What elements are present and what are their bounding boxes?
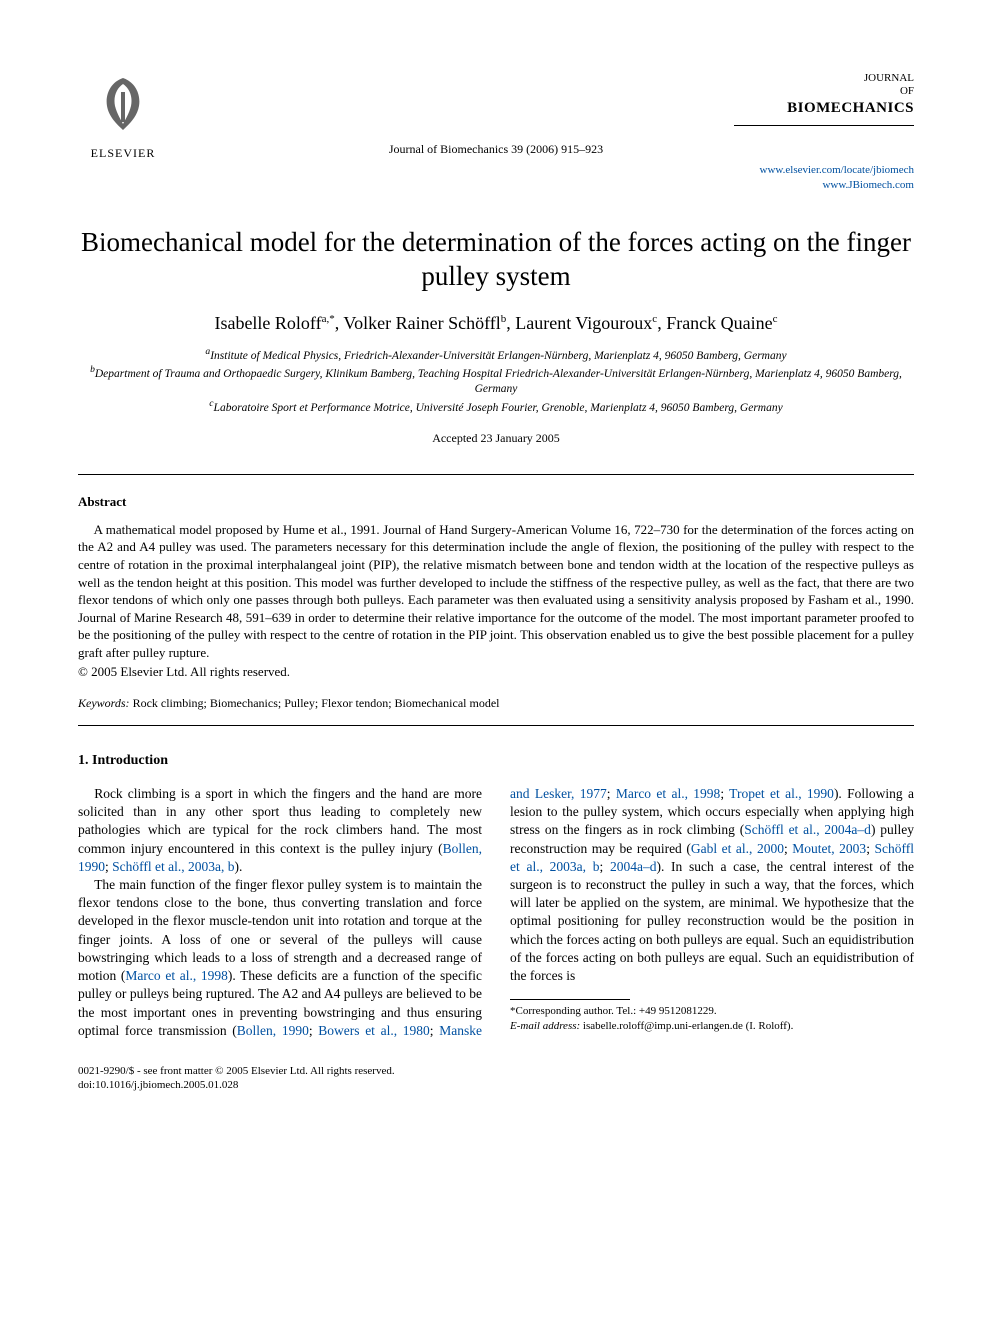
ref-tropet-1990[interactable]: Tropet et al., 1990	[729, 786, 834, 801]
tree-icon	[91, 72, 155, 143]
footnote-separator	[510, 999, 630, 1000]
abstract-body: A mathematical model proposed by Hume et…	[78, 521, 914, 661]
abstract-text: A mathematical model proposed by Hume et…	[78, 521, 914, 661]
rule-bottom	[78, 725, 914, 726]
ref-schoffl-2003[interactable]: Schöffl et al., 2003a, b	[112, 859, 234, 874]
author-1: Isabelle Roloff	[214, 313, 321, 333]
abstract-heading: Abstract	[78, 493, 914, 511]
copyright-line: © 2005 Elsevier Ltd. All rights reserved…	[78, 663, 914, 681]
author-4-aff: c	[773, 313, 778, 325]
ref-bowers-1980[interactable]: Bowers et al., 1980	[318, 1023, 430, 1038]
body-columns: Rock climbing is a sport in which the fi…	[78, 785, 914, 1040]
author-list: Isabelle Roloffa,*, Volker Rainer Schöff…	[78, 311, 914, 335]
author-3: Laurent Vigouroux	[515, 313, 652, 333]
author-2-aff: b	[501, 313, 507, 325]
author-1-mark: *	[329, 313, 335, 325]
accepted-date: Accepted 23 January 2005	[78, 430, 914, 446]
corresponding-author: *Corresponding author. Tel.: +49 9512081…	[510, 1004, 914, 1019]
rule-top	[78, 474, 914, 475]
ref-schoffl-2004[interactable]: Schöffl et al., 2004a–d	[744, 822, 871, 837]
journal-links: www.elsevier.com/locate/jbiomech www.JBi…	[78, 163, 914, 192]
ref-gabl-2000[interactable]: Gabl et al., 2000	[691, 841, 784, 856]
section-1-heading: 1. Introduction	[78, 752, 914, 771]
publisher-name: ELSEVIER	[91, 145, 156, 161]
journal-link-1[interactable]: www.elsevier.com/locate/jbiomech	[760, 164, 914, 176]
footer: 0021-9290/$ - see front matter © 2005 El…	[78, 1064, 914, 1093]
publisher-logo: ELSEVIER	[78, 72, 168, 161]
affiliation-c: cLaboratoire Sport et Performance Motric…	[78, 398, 914, 416]
keywords-label: Keywords:	[78, 696, 130, 710]
journal-title-block: JOURNAL OF BIOMECHANICS	[734, 72, 914, 126]
intro-p1: Rock climbing is a sport in which the fi…	[78, 785, 482, 876]
affiliation-b: bDepartment of Trauma and Orthopaedic Su…	[78, 364, 914, 398]
author-3-aff: c	[652, 313, 657, 325]
email-line: E-mail address: isabelle.roloff@imp.uni-…	[510, 1019, 914, 1034]
ref-moutet-2003[interactable]: Moutet, 2003	[792, 841, 866, 856]
author-2: Volker Rainer Schöffl	[343, 313, 500, 333]
ref-marco-1998[interactable]: Marco et al., 1998	[125, 968, 227, 983]
journal-reference: Journal of Biomechanics 39 (2006) 915–92…	[78, 141, 914, 157]
keywords-text: Rock climbing; Biomechanics; Pulley; Fle…	[133, 696, 500, 710]
email-address: isabelle.roloff@imp.uni-erlangen.de (I. …	[583, 1020, 793, 1032]
footer-doi: doi:10.1016/j.jbiomech.2005.01.028	[78, 1078, 914, 1092]
email-label: E-mail address:	[510, 1020, 580, 1032]
ref-2004ad[interactable]: 2004a–d	[610, 859, 657, 874]
author-4: Franck Quaine	[666, 313, 772, 333]
ref-bollen-1990b[interactable]: Bollen, 1990	[237, 1023, 309, 1038]
footer-copyright: 0021-9290/$ - see front matter © 2005 El…	[78, 1064, 914, 1078]
journal-line2: OF	[734, 85, 914, 98]
article-title: Biomechanical model for the determinatio…	[78, 226, 914, 294]
journal-line1: JOURNAL	[734, 72, 914, 85]
ref-marco-1998b[interactable]: Marco et al., 1998	[616, 786, 720, 801]
journal-line3: BIOMECHANICS	[734, 98, 914, 118]
affiliation-a: aInstitute of Medical Physics, Friedrich…	[78, 346, 914, 364]
keywords-line: Keywords: Rock climbing; Biomechanics; P…	[78, 695, 914, 711]
journal-link-2[interactable]: www.JBiomech.com	[822, 179, 914, 191]
